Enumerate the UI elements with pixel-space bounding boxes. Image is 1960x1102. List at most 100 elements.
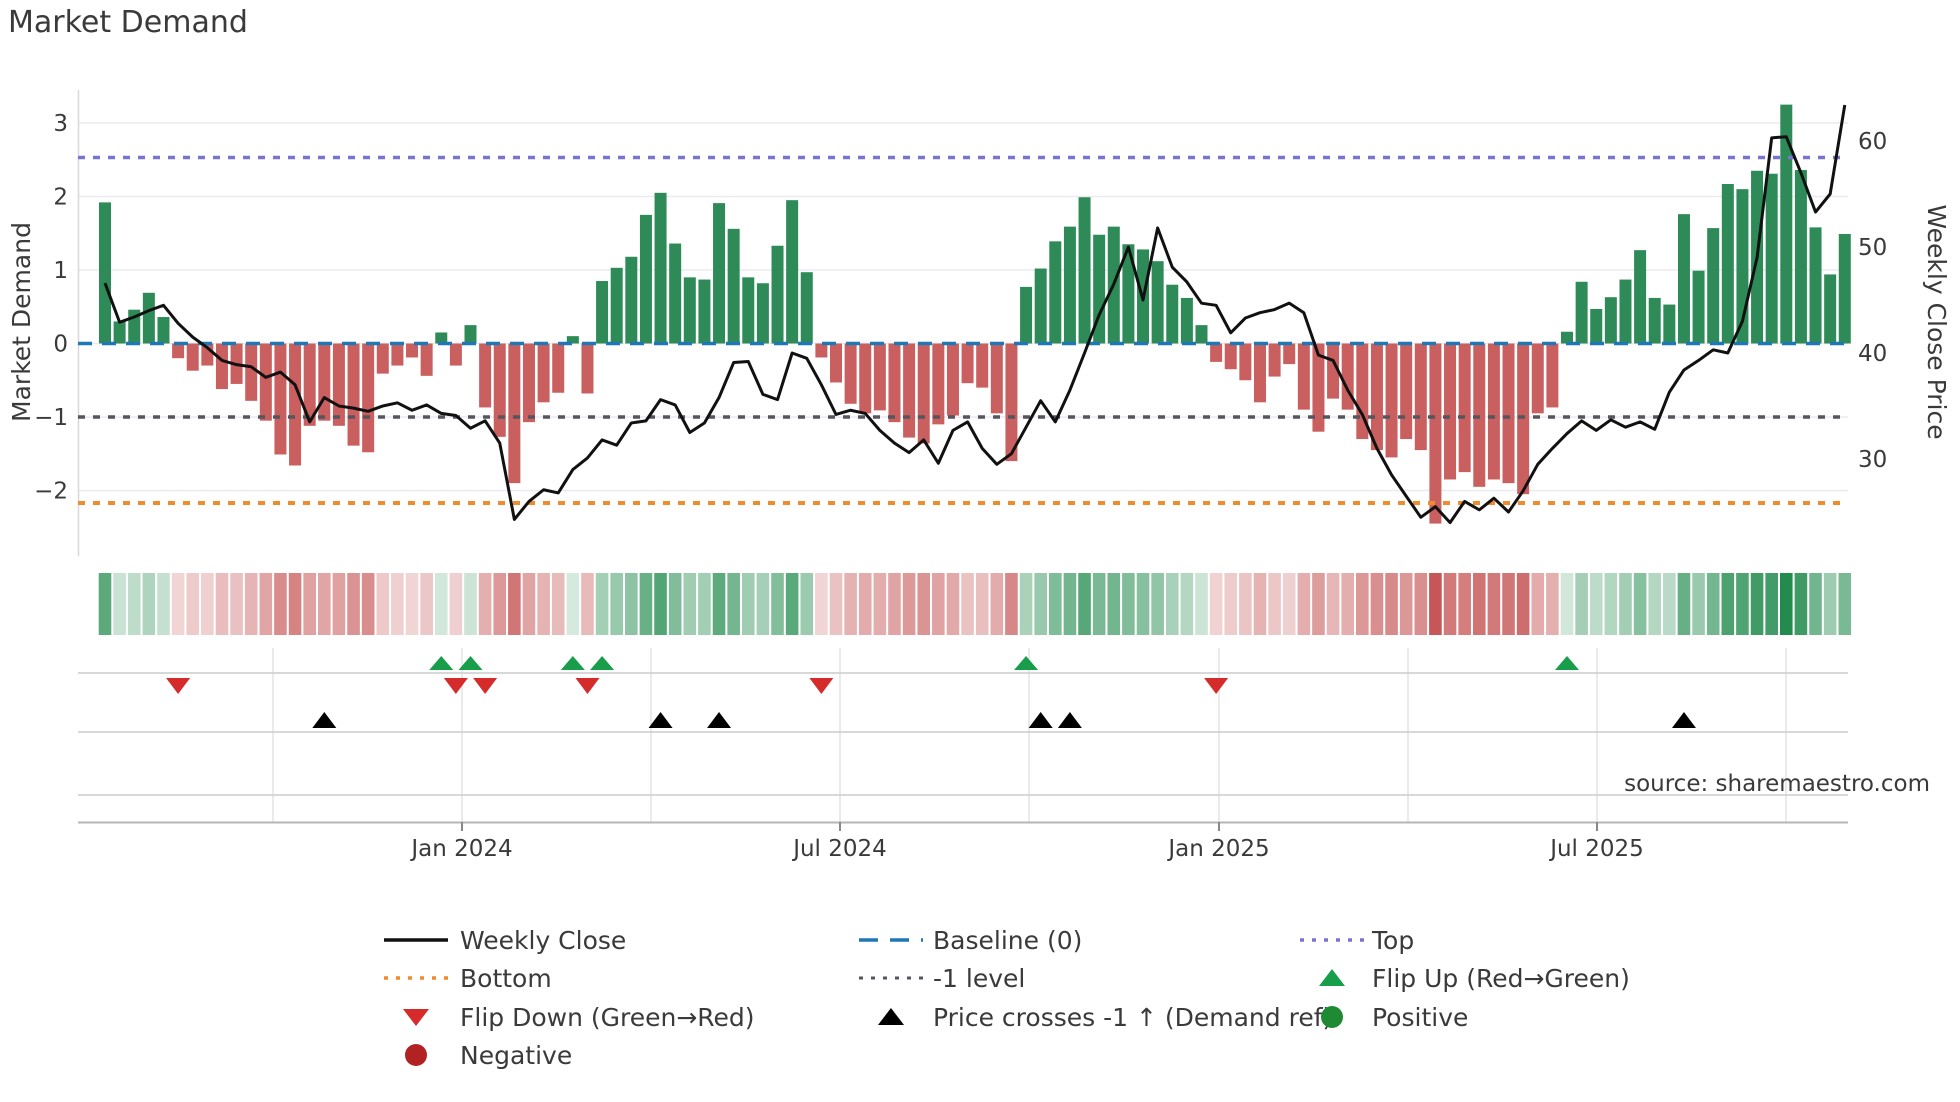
- demand-bar: [976, 343, 989, 388]
- heatmap-cell: [1677, 573, 1691, 635]
- heatmap-cell: [1633, 573, 1647, 635]
- heatmap-cell: [683, 573, 697, 635]
- heatmap-cell: [332, 573, 346, 635]
- heatmap-cell: [1429, 573, 1442, 635]
- demand-bar: [420, 343, 433, 376]
- heatmap-cell: [186, 573, 200, 635]
- heatmap-cell: [1663, 573, 1676, 635]
- heatmap-cell: [800, 573, 814, 635]
- date-tick-label: Jul 2024: [791, 836, 887, 862]
- demand-bar: [259, 343, 272, 421]
- demand-bar: [1151, 261, 1164, 344]
- heatmap-cell: [858, 573, 872, 635]
- flip-up-legend-icon: [1319, 969, 1345, 986]
- heatmap-cell: [215, 573, 229, 635]
- heatmap-cell: [771, 573, 784, 635]
- demand-bar: [186, 343, 199, 371]
- demand-bar: [1692, 270, 1705, 344]
- demand-bar: [406, 343, 419, 358]
- heatmap-cell: [1487, 573, 1501, 635]
- demand-bar: [1268, 343, 1281, 377]
- heatmap-cell: [230, 573, 243, 635]
- heatmap-cell: [917, 573, 931, 635]
- demand-bar: [303, 343, 316, 426]
- demand-bar: [859, 343, 872, 414]
- demand-bar: [698, 279, 711, 344]
- heatmap-cell: [1209, 573, 1223, 635]
- price-cross-marker: [1671, 712, 1696, 728]
- heatmap-cell: [318, 573, 331, 635]
- heatmap-cell: [1341, 573, 1354, 635]
- heatmap-cell: [756, 573, 770, 635]
- demand-bar: [1648, 297, 1661, 344]
- demand-bar: [1604, 297, 1617, 344]
- heatmap-cell: [741, 573, 755, 635]
- heatmap-cell: [464, 573, 477, 635]
- flip-down-marker: [473, 678, 498, 694]
- heatmap-cell: [1765, 573, 1778, 635]
- demand-bar: [1297, 343, 1310, 410]
- heatmap-cell: [668, 573, 682, 635]
- flip-down-marker: [166, 678, 191, 694]
- heatmap-cell: [785, 573, 799, 635]
- heatmap-cell: [888, 573, 901, 635]
- demand-bar: [756, 283, 769, 344]
- heatmap-cell: [1472, 573, 1486, 635]
- heatmap-cell: [1049, 573, 1062, 635]
- demand-tick-label: 2: [53, 185, 68, 211]
- demand-bar: [683, 277, 696, 344]
- demand-bar: [172, 343, 185, 359]
- heatmap-cell: [347, 573, 360, 635]
- heatmap-cell: [1268, 573, 1281, 635]
- demand-bar: [1093, 234, 1106, 344]
- demand-bar: [274, 343, 287, 455]
- demand-bar: [1327, 343, 1340, 399]
- heatmap-cell: [961, 573, 974, 635]
- heatmap-cell: [1180, 573, 1194, 635]
- heatmap-cell: [113, 573, 126, 635]
- heatmap-cell: [391, 573, 404, 635]
- heatmap-cell: [1648, 573, 1662, 635]
- heatmap-cell: [1122, 573, 1135, 635]
- weekly-close-line: [103, 104, 1847, 525]
- demand-bar: [1838, 233, 1851, 344]
- heatmap-cell: [493, 573, 507, 635]
- flip-down-marker: [575, 678, 600, 694]
- demand-bar: [113, 321, 126, 344]
- heatmap-cell: [1312, 573, 1325, 635]
- heatmap-cell: [376, 573, 390, 635]
- heatmap-cell: [1282, 573, 1296, 635]
- heatmap-cell: [1619, 573, 1632, 635]
- heatmap-cell: [537, 573, 550, 635]
- demand-bar: [215, 343, 228, 390]
- heatmap-cell: [844, 573, 857, 635]
- heatmap-cell: [975, 573, 989, 635]
- heatmap-cell: [712, 573, 726, 635]
- demand-bar: [1166, 284, 1179, 344]
- price-cross-marker: [312, 712, 337, 728]
- heatmap-cell: [244, 573, 258, 635]
- heatmap-cell: [1780, 573, 1793, 635]
- heatmap-cell: [288, 573, 302, 635]
- heatmap-cell: [449, 573, 463, 635]
- heatmap-cell: [829, 573, 843, 635]
- heatmap-cell: [1736, 573, 1749, 635]
- flip-down-legend-icon: [403, 1009, 429, 1026]
- heatmap-cell: [698, 573, 711, 635]
- demand-tick-label: 0: [53, 332, 68, 358]
- plot-area: 3 2 1 0 −1 −2 60 50 40 30 Jan 2024 Jul 2024 Jan 2025…: [34, 90, 1887, 862]
- heatmap-cell: [595, 573, 609, 635]
- demand-bar: [1546, 343, 1559, 408]
- heatmap-cell: [259, 573, 273, 635]
- demand-bar: [1663, 304, 1676, 344]
- demand-bar: [596, 281, 609, 344]
- price-tick-label: 60: [1858, 129, 1887, 155]
- demand-bar: [1487, 343, 1500, 480]
- demand-bar: [522, 343, 535, 423]
- positive-legend-icon: [1321, 1006, 1343, 1028]
- heatmap-cell: [1370, 573, 1384, 635]
- flip-down-legend-label: Flip Down (Green→Red): [460, 1003, 755, 1032]
- heatmap-cell: [1458, 573, 1471, 635]
- flip-up-marker: [429, 656, 454, 670]
